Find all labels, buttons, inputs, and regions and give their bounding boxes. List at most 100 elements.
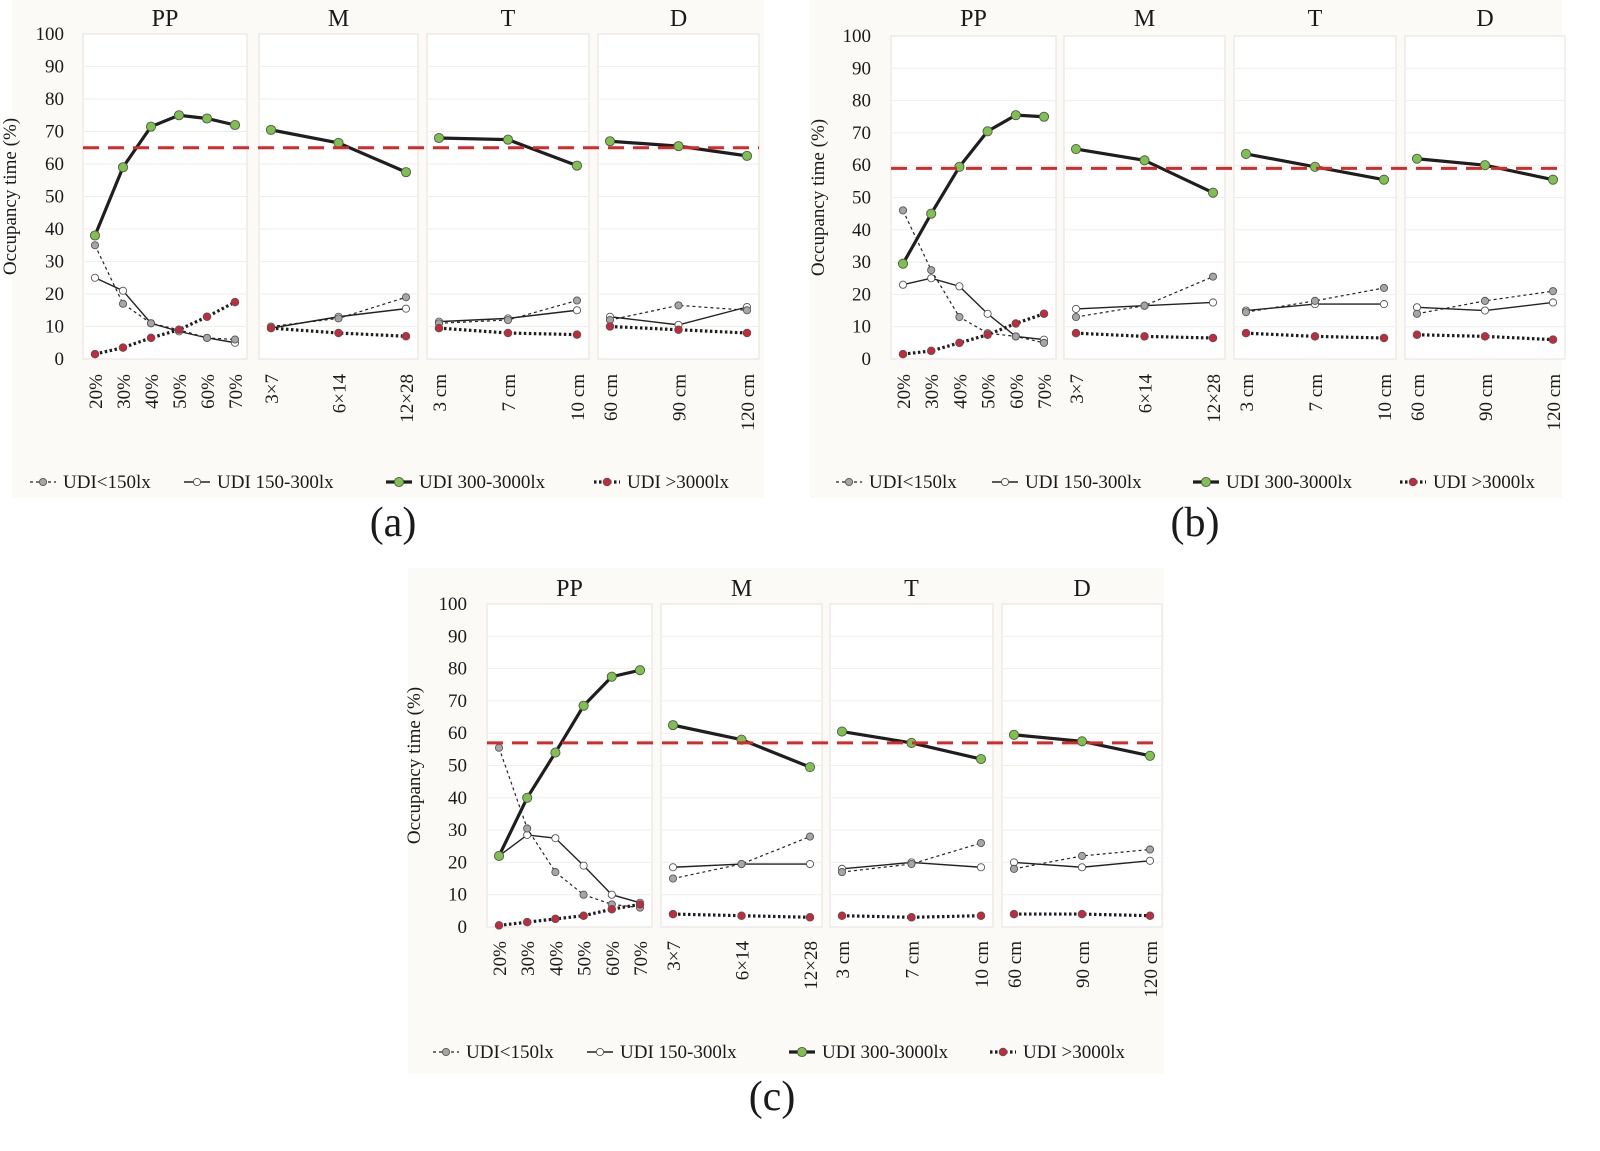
legend-label: UDI 150-300lx <box>620 1042 737 1063</box>
data-point-lt150 <box>523 824 532 833</box>
y-tick-label: 50 <box>852 188 871 209</box>
data-point-gt3000 <box>742 328 752 338</box>
subplot-title: D <box>1476 6 1493 32</box>
x-tick-label: 120 cm <box>1544 374 1565 431</box>
data-point-lt150 <box>1241 308 1251 317</box>
legend-swatch-marker <box>1200 476 1212 488</box>
data-point-gt3000 <box>1145 911 1155 920</box>
x-tick-label: 40% <box>142 374 163 409</box>
x-tick-label: 60% <box>198 374 219 409</box>
y-axis-label: Occupancy time (%) <box>404 687 425 844</box>
data-point-r150_300 <box>805 859 815 869</box>
y-tick-label: 30 <box>852 252 871 273</box>
data-point-gt3000 <box>1241 328 1251 338</box>
figure-caption: (c) <box>749 1074 796 1120</box>
data-point-gt3000 <box>607 904 617 914</box>
y-tick-label: 90 <box>852 58 871 79</box>
series-line-lt150 <box>609 304 748 321</box>
subplot-d: D 60 cm 90 cm 120 cm <box>1404 6 1566 431</box>
data-point-r300_3000 <box>741 150 753 161</box>
data-point-gt3000 <box>837 911 847 920</box>
x-tick-label: 12×28 <box>397 374 418 423</box>
data-point-r300_3000 <box>804 762 816 773</box>
series-line-gt3000 <box>1245 331 1385 340</box>
data-point-gt3000 <box>635 900 645 909</box>
subplot-title: M <box>731 576 752 602</box>
series-line-gt3000 <box>498 902 641 927</box>
subplot-title: T <box>501 6 516 32</box>
legend-swatch-marker <box>192 477 202 487</box>
data-point-gt3000 <box>1140 332 1149 341</box>
data-point-gt3000 <box>522 917 532 927</box>
y-tick-label: 100 <box>843 26 872 47</box>
subplot-t: T 3 cm 7 cm 10 cm <box>426 6 590 421</box>
data-point-lt150 <box>503 315 513 325</box>
data-point-r300_3000 <box>1008 729 1020 740</box>
data-point-r300_3000 <box>1038 111 1050 122</box>
legend-swatch-marker <box>1000 477 1010 487</box>
data-point-lt150 <box>334 314 343 323</box>
y-tick-label: 20 <box>448 852 467 873</box>
data-point-r300_3000 <box>522 792 533 803</box>
data-point-lt150 <box>1480 296 1490 305</box>
data-point-gt3000 <box>1009 909 1019 919</box>
subplot-title: M <box>328 6 349 32</box>
data-point-gt3000 <box>401 332 411 341</box>
series-line-gt3000 <box>902 312 1045 356</box>
data-point-lt150 <box>579 890 588 899</box>
y-tick-label: 80 <box>448 659 467 680</box>
data-point-r300_3000 <box>493 850 505 861</box>
data-point-r300_3000 <box>1378 174 1390 185</box>
subplot-pp: PP 20% 30% 40% 50% 60% 70% <box>82 6 248 409</box>
x-tick-label: 12×28 <box>801 941 822 990</box>
x-tick-label: 3 cm <box>430 374 451 412</box>
data-point-r150_300 <box>955 282 964 291</box>
data-point-r300_3000 <box>836 726 848 737</box>
subplot-title: PP <box>152 6 179 32</box>
data-point-lt150 <box>1009 864 1019 873</box>
data-point-gt3000 <box>1480 332 1490 341</box>
data-point-lt150 <box>1412 309 1422 318</box>
data-point-r300_3000 <box>897 258 909 269</box>
data-point-r150_300 <box>579 861 588 870</box>
data-point-gt3000 <box>266 323 276 333</box>
data-point-gt3000 <box>983 330 992 340</box>
data-point-r300_3000 <box>1411 153 1423 164</box>
subplot-title: D <box>670 6 687 32</box>
y-tick-label: 20 <box>45 284 64 305</box>
data-point-r300_3000 <box>1309 161 1321 172</box>
x-tick-label: 7 cm <box>903 941 924 979</box>
x-tick-label: 10 cm <box>1375 374 1396 421</box>
x-tick-label: 120 cm <box>1141 941 1162 998</box>
x-tick-label: 10 cm <box>972 941 993 988</box>
data-point-r300_3000 <box>673 141 684 152</box>
y-tick-label: 30 <box>448 820 467 841</box>
y-tick-label: 30 <box>45 252 64 273</box>
data-point-r300_3000 <box>201 113 213 124</box>
data-point-r150_300 <box>1379 300 1389 309</box>
data-point-lt150 <box>1548 287 1558 296</box>
data-point-gt3000 <box>674 325 683 335</box>
data-point-r300_3000 <box>571 160 583 171</box>
data-point-gt3000 <box>572 330 582 339</box>
x-tick-label: 3×7 <box>1067 374 1088 404</box>
data-point-gt3000 <box>737 911 746 920</box>
data-point-gt3000 <box>955 338 964 348</box>
data-point-lt150 <box>837 868 847 877</box>
x-tick-label: 3 cm <box>1237 374 1258 412</box>
data-point-gt3000 <box>551 914 560 924</box>
y-tick-label: 80 <box>852 91 871 112</box>
series-line-lt150 <box>1245 287 1385 313</box>
data-point-r300_3000 <box>502 134 514 145</box>
data-point-r150_300 <box>90 273 100 282</box>
legend-label: UDI<150lx <box>466 1042 554 1063</box>
y-tick-label: 0 <box>55 349 65 370</box>
data-point-r300_3000 <box>1070 143 1082 155</box>
data-point-lt150 <box>572 296 582 305</box>
x-tick-label: 3 cm <box>833 941 854 979</box>
data-point-gt3000 <box>174 325 184 335</box>
data-point-lt150 <box>927 266 936 275</box>
data-point-r300_3000 <box>1010 110 1021 121</box>
x-tick-label: 70% <box>226 374 247 409</box>
